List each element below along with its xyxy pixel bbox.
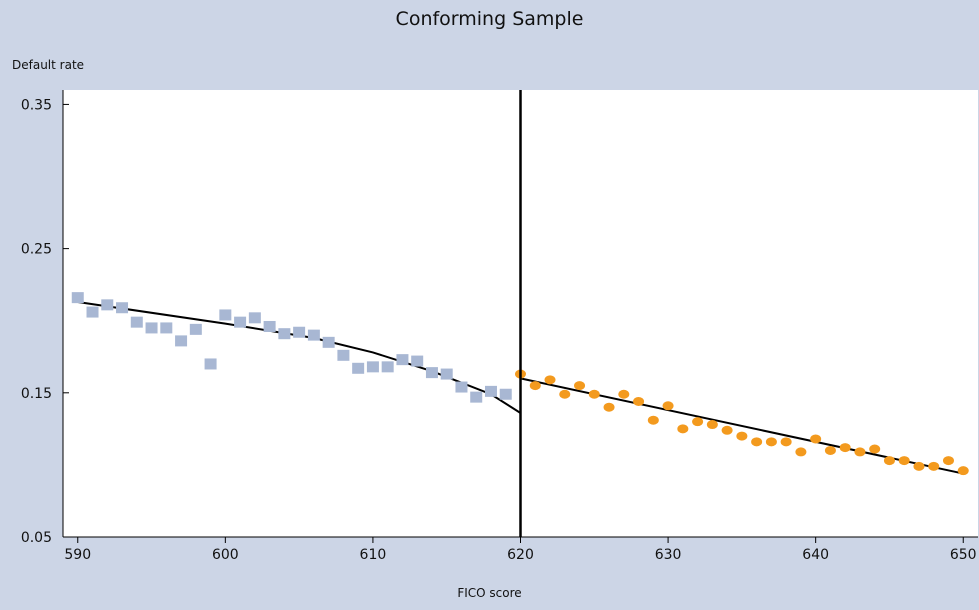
data-point-square bbox=[204, 358, 217, 370]
x-tick-label: 630 bbox=[655, 547, 682, 563]
data-point-circle bbox=[869, 444, 881, 454]
data-point-square bbox=[381, 361, 394, 373]
data-point-square bbox=[352, 362, 365, 374]
x-tick-label: 600 bbox=[212, 547, 239, 563]
data-point-square bbox=[307, 329, 320, 341]
data-point-square bbox=[337, 349, 350, 361]
y-axis-label: Default rate bbox=[12, 58, 85, 72]
data-point-circle bbox=[736, 431, 748, 441]
data-point-circle bbox=[692, 417, 704, 427]
data-point-circle bbox=[913, 461, 925, 471]
x-tick-label: 620 bbox=[507, 547, 534, 563]
data-point-square bbox=[116, 302, 129, 314]
data-point-square bbox=[248, 312, 261, 324]
data-point-circle bbox=[647, 415, 659, 425]
data-point-square bbox=[160, 322, 173, 334]
data-point-square bbox=[440, 368, 453, 380]
data-point-circle bbox=[721, 425, 733, 435]
data-point-circle bbox=[751, 437, 763, 447]
x-tick-label: 650 bbox=[950, 547, 977, 563]
y-tick-label: 0.35 bbox=[21, 97, 52, 113]
data-point-square bbox=[455, 381, 468, 393]
x-axis-label: FICO score bbox=[457, 586, 522, 600]
data-point-square bbox=[145, 322, 158, 334]
data-point-square bbox=[278, 328, 291, 340]
data-point-square bbox=[499, 388, 512, 400]
data-point-circle bbox=[854, 447, 866, 457]
data-point-circle bbox=[928, 461, 940, 471]
data-point-circle bbox=[795, 447, 807, 457]
data-point-square bbox=[366, 361, 379, 373]
data-point-square bbox=[293, 326, 306, 338]
data-point-circle bbox=[603, 402, 615, 412]
data-point-square bbox=[396, 354, 409, 366]
data-point-square bbox=[101, 299, 114, 311]
data-point-square bbox=[411, 355, 424, 367]
data-point-circle bbox=[810, 434, 822, 444]
data-point-square bbox=[484, 385, 497, 397]
x-tick-label: 590 bbox=[64, 547, 91, 563]
data-point-circle bbox=[544, 375, 556, 385]
data-point-circle bbox=[633, 396, 645, 406]
x-tick-label: 640 bbox=[802, 547, 829, 563]
data-point-square bbox=[71, 292, 84, 304]
data-point-square bbox=[175, 335, 188, 347]
data-point-circle bbox=[839, 443, 851, 453]
data-point-circle bbox=[588, 389, 600, 399]
data-point-circle bbox=[957, 466, 969, 476]
data-point-square bbox=[470, 391, 483, 403]
data-point-square bbox=[263, 320, 276, 332]
y-tick-label: 0.25 bbox=[21, 242, 52, 258]
data-point-square bbox=[189, 323, 202, 335]
data-point-square bbox=[219, 309, 232, 321]
data-point-circle bbox=[883, 456, 895, 466]
data-point-circle bbox=[559, 389, 571, 399]
axes: 590 600 610 620 630 640 650 0.05 0.15 0.25 0.35 bbox=[21, 90, 978, 563]
data-point-circle bbox=[662, 401, 674, 411]
data-points bbox=[71, 292, 969, 476]
data-point-circle bbox=[898, 456, 910, 466]
data-point-square bbox=[130, 316, 143, 328]
data-point-circle bbox=[824, 445, 836, 455]
data-point-circle bbox=[765, 437, 777, 447]
y-tick-label: 0.15 bbox=[21, 386, 52, 402]
data-point-circle bbox=[780, 437, 792, 447]
data-point-square bbox=[86, 306, 99, 318]
x-tick-label: 610 bbox=[360, 547, 387, 563]
data-point-square bbox=[322, 336, 335, 348]
data-point-circle bbox=[942, 456, 954, 466]
data-point-square bbox=[425, 367, 438, 379]
data-point-circle bbox=[677, 424, 689, 434]
y-tick-label: 0.05 bbox=[21, 530, 52, 546]
data-point-square bbox=[234, 316, 247, 328]
data-point-circle bbox=[618, 389, 630, 399]
data-point-circle bbox=[529, 381, 541, 391]
data-point-circle bbox=[706, 420, 718, 430]
data-point-circle bbox=[574, 381, 586, 391]
chart-title: Conforming Sample bbox=[395, 8, 584, 30]
